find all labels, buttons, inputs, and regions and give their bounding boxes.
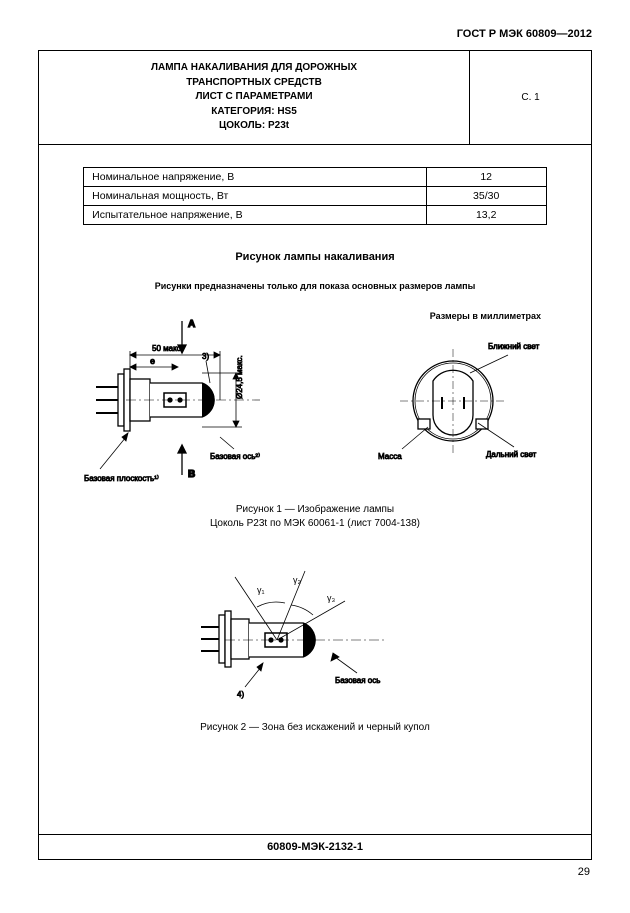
header-line1: ЛАМПА НАКАЛИВАНИЯ ДЛЯ ДОРОЖНЫХ (151, 62, 357, 73)
header-page: С. 1 (470, 51, 591, 144)
dim-50: 50 макс. (152, 344, 183, 353)
figure-2-row: γ₁ γ₂ γ₃ 4) Базовая ось (39, 557, 591, 707)
note-4: 4) (237, 690, 244, 699)
header-main: ЛАМПА НАКАЛИВАНИЯ ДЛЯ ДОРОЖНЫХ ТРАНСПОРТ… (39, 51, 470, 144)
front-mass-label: Масса (378, 452, 402, 461)
caption-2: Рисунок 2 — Зона без искажений и черный … (39, 721, 591, 735)
figure-1-side: A B 50 макс. (82, 309, 312, 489)
figure-1-row: A B 50 макс. (39, 309, 591, 489)
param-label: Номинальная мощность, Вт (84, 186, 426, 205)
content-frame: ЛАМПА НАКАЛИВАНИЯ ДЛЯ ДОРОЖНЫХ ТРАНСПОРТ… (38, 50, 592, 860)
figure-1-front: Ближний свет Дальний свет Масса (358, 319, 548, 479)
front-high-label: Ближний свет (488, 342, 540, 351)
caption-1: Рисунок 1 — Изображение лампы Цоколь P23… (39, 503, 591, 531)
dim-e: e (150, 356, 155, 366)
note-3: 3) (202, 352, 209, 361)
header-line3: ЛИСТ С ПАРАМЕТРАМИ (195, 91, 312, 102)
caption-1-line2: Цоколь P23t по МЭК 60061-1 (лист 7004-13… (210, 518, 420, 529)
page-number: 29 (38, 866, 592, 878)
section-title: Рисунок лампы накаливания (39, 251, 591, 263)
dim-diam: Ø24,5 макс. (235, 355, 244, 399)
figure-2: γ₁ γ₂ γ₃ 4) Базовая ось (185, 557, 445, 707)
header-line2: ТРАНСПОРТНЫХ СРЕДСТВ (186, 77, 322, 88)
table-row: Номинальное напряжение, В 12 (84, 167, 547, 186)
arrow-a-label: A (188, 319, 195, 330)
header-line5: ЦОКОЛЬ: P23t (219, 120, 289, 131)
header-line4: КАТЕГОРИЯ: HS5 (211, 106, 297, 117)
param-label: Номинальное напряжение, В (84, 167, 426, 186)
param-label: Испытательное напряжение, В (84, 205, 426, 224)
params-table: Номинальное напряжение, В 12 Номинальная… (83, 167, 547, 225)
fig2-axis-label: Базовая ось (335, 676, 380, 685)
footer-code: 60809-МЭК-2132-1 (39, 834, 591, 859)
document-id: ГОСТ Р МЭК 60809—2012 (38, 28, 592, 40)
caption-1-line1: Рисунок 1 — Изображение лампы (236, 504, 394, 515)
front-low-label: Дальний свет (486, 450, 537, 459)
arrow-b-label: B (188, 469, 195, 480)
param-value: 35/30 (426, 186, 546, 205)
gamma2-label: γ₂ (293, 575, 302, 585)
subnote: Рисунки предназначены только для показа … (39, 281, 591, 291)
param-value: 12 (426, 167, 546, 186)
page: ГОСТ Р МЭК 60809—2012 ЛАМПА НАКАЛИВАНИЯ … (0, 0, 630, 913)
gamma1-label: γ₁ (257, 585, 265, 595)
dims-label: Размеры в миллиметрах (430, 311, 541, 321)
header-table: ЛАМПА НАКАЛИВАНИЯ ДЛЯ ДОРОЖНЫХ ТРАНСПОРТ… (39, 51, 591, 145)
plane-label: Базовая плоскость¹⁾ (84, 474, 159, 483)
table-row: Испытательное напряжение, В 13,2 (84, 205, 547, 224)
table-row: Номинальная мощность, Вт 35/30 (84, 186, 547, 205)
axis-label: Базовая ось²⁾ (210, 452, 260, 461)
gamma3-label: γ₃ (327, 593, 336, 603)
param-value: 13,2 (426, 205, 546, 224)
